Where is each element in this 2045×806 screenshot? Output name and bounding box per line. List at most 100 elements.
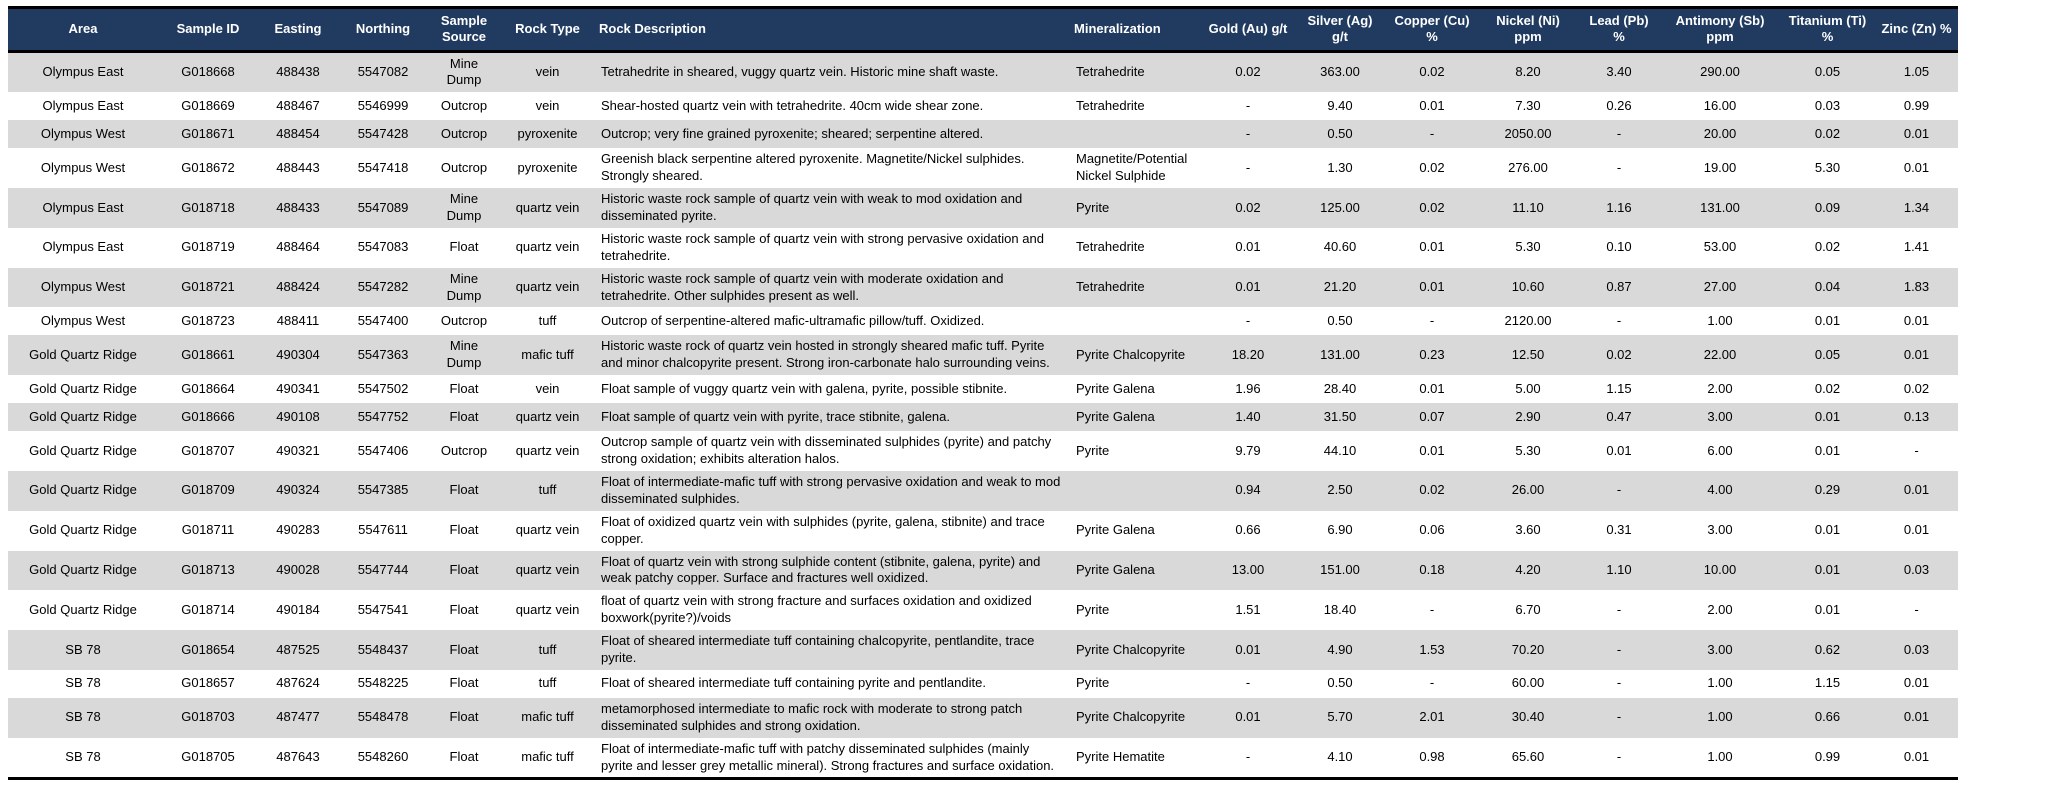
cell-silver: 0.50 — [1294, 120, 1386, 149]
column-header-gold: Gold (Au) g/t — [1202, 7, 1294, 53]
cell-sample-id: G018718 — [158, 188, 258, 228]
cell-area: Olympus West — [40, 312, 126, 328]
column-header-sample-id: Sample ID — [158, 7, 258, 53]
cell-lead: 0.01 — [1606, 442, 1632, 458]
cell-rock-type: quartz vein — [515, 601, 580, 617]
cell-northing: 5547744 — [338, 550, 428, 591]
cell-sample-id: G018657 — [181, 675, 235, 691]
cell-copper: 0.98 — [1419, 749, 1445, 765]
cell-mineralization: Tetrahedrite — [1076, 97, 1145, 113]
cell-silver: 4.10 — [1327, 749, 1353, 765]
column-header-nickel: Nickel (Ni) ppm — [1478, 7, 1578, 53]
cell-copper: 0.02 — [1386, 51, 1478, 93]
cell-titanium: 0.99 — [1814, 749, 1841, 765]
cell-gold: - — [1245, 749, 1251, 765]
cell-northing: 5547363 — [338, 335, 428, 376]
cell-easting: 490108 — [258, 403, 338, 432]
cell-rock-type: tuff — [500, 470, 595, 511]
cell-titanium: 0.62 — [1780, 630, 1875, 670]
cell-gold: 0.01 — [1202, 697, 1294, 738]
cell-sample-source: Float — [428, 470, 500, 511]
table-row: SB 78 G018705 487643 5548260 Float mafic tuff… — [8, 738, 1958, 779]
cell-titanium: 0.03 — [1814, 97, 1841, 113]
cell-lead: 0.26 — [1606, 97, 1632, 113]
cell-lead: 0.31 — [1606, 522, 1632, 538]
cell-antimony: 1.00 — [1707, 675, 1733, 691]
cell-titanium: 0.02 — [1780, 120, 1875, 149]
cell-sample-source: Mine Dump — [428, 51, 500, 93]
cell-sample-id: G018721 — [158, 267, 258, 308]
cell-northing: 5548225 — [357, 675, 409, 691]
cell-antimony: 16.00 — [1703, 97, 1737, 113]
cell-easting: 487525 — [258, 630, 338, 670]
cell-zinc: 0.01 — [1903, 159, 1930, 175]
cell-gold: 0.01 — [1235, 239, 1261, 255]
cell-gold: - — [1245, 159, 1251, 175]
cell-gold: 13.00 — [1202, 550, 1294, 591]
cell-mineralization: Pyrite Hematite — [1076, 749, 1165, 765]
cell-gold: 18.20 — [1202, 335, 1294, 376]
cell-gold: - — [1245, 675, 1251, 691]
cell-mineralization: Pyrite Galena — [1076, 380, 1155, 396]
cell-easting: 488438 — [258, 51, 338, 93]
cell-zinc: 0.01 — [1903, 312, 1930, 328]
cell-sample-source: Outcrop — [428, 120, 500, 149]
cell-area: Gold Quartz Ridge — [29, 601, 137, 617]
cell-easting: 487643 — [276, 749, 320, 765]
cell-area: SB 78 — [65, 749, 101, 765]
cell-zinc: 0.01 — [1875, 120, 1958, 149]
cell-northing: 5547611 — [358, 522, 408, 538]
cell-nickel: 5.30 — [1515, 239, 1541, 255]
cell-lead: 0.02 — [1578, 335, 1660, 376]
cell-antimony: 4.00 — [1660, 470, 1780, 511]
cell-lead: - — [1616, 159, 1622, 175]
cell-rock-type: pyroxenite — [500, 120, 595, 149]
cell-antimony: 27.00 — [1660, 267, 1780, 308]
cell-silver: 6.90 — [1327, 522, 1353, 538]
cell-silver: 5.70 — [1294, 697, 1386, 738]
cell-silver: 0.50 — [1327, 312, 1353, 328]
cell-gold: 0.01 — [1202, 630, 1294, 670]
cell-sample-id: G018719 — [181, 239, 235, 255]
cell-sample-source: Float — [428, 630, 500, 670]
table-row: Gold Quartz Ridge G018713 490028 5547744 Flo… — [8, 550, 1958, 591]
cell-easting: 487477 — [258, 697, 338, 738]
cell-copper: 0.01 — [1419, 97, 1445, 113]
cell-silver: 131.00 — [1294, 335, 1386, 376]
cell-antimony: 1.00 — [1707, 749, 1733, 765]
cell-antimony: 3.00 — [1707, 522, 1733, 538]
cell-titanium: 0.01 — [1814, 601, 1841, 617]
cell-sample-id: G018703 — [158, 697, 258, 738]
cell-silver: 151.00 — [1294, 550, 1386, 591]
cell-titanium: 0.02 — [1814, 239, 1841, 255]
cell-rock-type: pyroxenite — [517, 159, 578, 175]
cell-nickel: 5.00 — [1515, 380, 1541, 396]
cell-northing: 5547082 — [338, 51, 428, 93]
cell-easting: 490324 — [258, 470, 338, 511]
cell-copper: 2.01 — [1386, 697, 1478, 738]
cell-area: Gold Quartz Ridge — [29, 442, 137, 458]
cell-antimony: 19.00 — [1703, 159, 1737, 175]
cell-easting: 488433 — [258, 188, 338, 228]
cell-rock-type: mafic tuff — [521, 749, 574, 765]
cell-copper: 0.02 — [1419, 159, 1445, 175]
cell-lead: - — [1616, 312, 1622, 328]
cell-zinc: 0.01 — [1903, 675, 1930, 691]
cell-lead: - — [1578, 120, 1660, 149]
cell-sample-source: Float — [428, 403, 500, 432]
cell-titanium: 0.05 — [1780, 335, 1875, 376]
cell-mineralization: Tetrahedrite — [1070, 267, 1202, 308]
cell-sample-id: G018661 — [158, 335, 258, 376]
cell-area: SB 78 — [65, 675, 101, 691]
cell-sample-source: Float — [428, 550, 500, 591]
cell-rock-description: Float sample of vuggy quartz vein with g… — [601, 380, 1008, 396]
cell-gold: 1.51 — [1235, 601, 1261, 617]
cell-lead: - — [1616, 749, 1622, 765]
column-header-zinc: Zinc (Zn) % — [1875, 7, 1958, 53]
cell-rock-description: Historic waste rock sample of quartz vei… — [595, 188, 1070, 228]
cell-mineralization: Pyrite — [1076, 601, 1110, 617]
cell-nickel: 3.60 — [1515, 522, 1541, 538]
cell-rock-type: mafic tuff — [500, 335, 595, 376]
cell-antimony: 290.00 — [1660, 51, 1780, 93]
cell-northing: 5547752 — [338, 403, 428, 432]
